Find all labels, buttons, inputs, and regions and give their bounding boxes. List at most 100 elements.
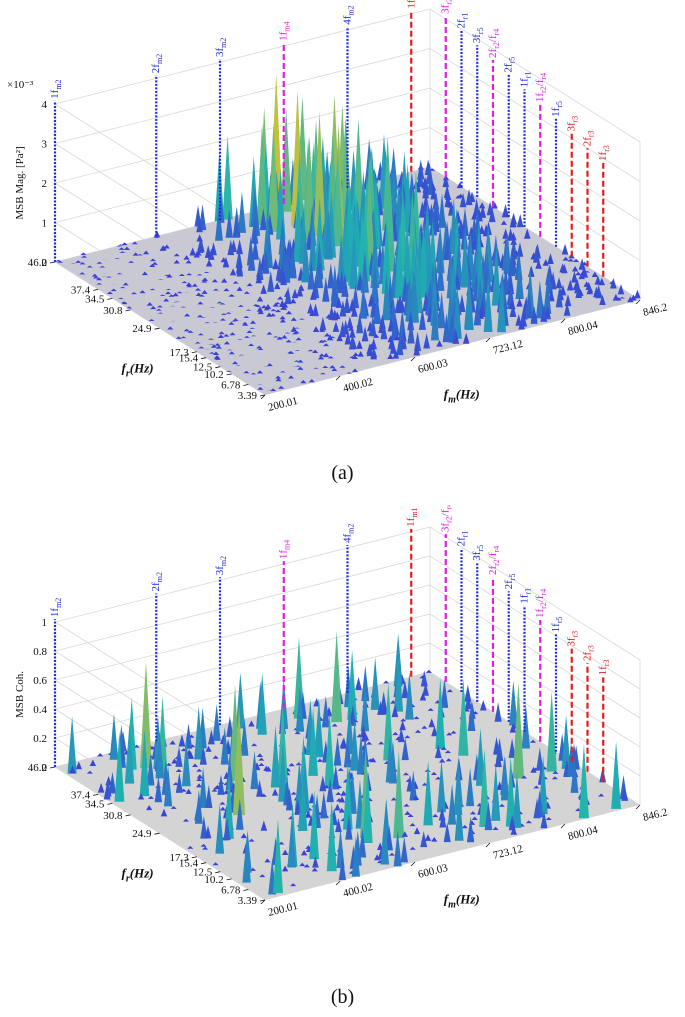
surface-spike xyxy=(246,330,253,333)
surface-spike xyxy=(155,308,162,311)
surface-spike xyxy=(200,317,207,318)
surface-spike xyxy=(561,243,569,255)
surface-spike xyxy=(164,291,172,295)
marker-label: 2fr2/fr4 xyxy=(487,29,501,58)
z-exponent-label: ×10⁻³ xyxy=(7,79,34,91)
surface-spike xyxy=(259,208,267,231)
surface-spike xyxy=(610,277,617,289)
surface-spike xyxy=(421,725,428,729)
surface-spike xyxy=(305,810,312,818)
marker-label: 1fm4 xyxy=(278,540,292,559)
marker-label: 1fr3 xyxy=(597,145,611,161)
surface-spike xyxy=(436,340,443,347)
surface-spike xyxy=(505,756,516,827)
y-tick-mark xyxy=(226,373,232,376)
y-axis-label: fr(Hz) xyxy=(122,865,154,884)
surface-spike xyxy=(378,741,385,745)
surface-spike xyxy=(250,216,259,244)
surface-spike xyxy=(213,355,221,359)
surface-spike xyxy=(312,367,320,369)
surface-spike xyxy=(346,372,353,374)
surface-spike xyxy=(543,276,552,315)
surface-spike xyxy=(351,368,359,373)
surface-spike xyxy=(491,244,501,306)
surface-spike xyxy=(242,836,251,883)
x-tick-label: 200.01 xyxy=(267,900,299,919)
surface-spike xyxy=(409,770,418,801)
surface-spike xyxy=(506,265,514,292)
x-tick-mark xyxy=(410,356,416,362)
surface-spike xyxy=(242,325,249,326)
x-axis-label: fm(Hz) xyxy=(444,891,480,910)
surface-spike xyxy=(321,695,330,728)
surface-spike xyxy=(89,759,97,767)
y-tick-label: 6.78 xyxy=(221,884,241,896)
msb-coherence-3d-plot: 0 0.2 0.4 0.6 0.8 1 MSB Coh. 200.01 400.02 600.03… xyxy=(14,505,669,919)
surface-spike xyxy=(178,273,185,276)
surface-spike xyxy=(398,309,407,339)
surface-spike xyxy=(452,328,460,344)
surface-spike xyxy=(297,359,304,363)
surface-spike xyxy=(215,204,223,241)
surface-spike xyxy=(196,778,203,782)
surface-spike xyxy=(335,296,343,308)
surface-spike xyxy=(346,316,354,329)
surface-spike xyxy=(572,265,579,272)
marker-label: 1fm1 xyxy=(405,507,419,526)
surface-spike xyxy=(262,250,270,274)
surface-spike xyxy=(366,345,374,357)
surface-spike xyxy=(594,275,602,285)
surface-spike xyxy=(471,816,478,821)
surface-spike xyxy=(546,691,557,772)
marker-label: 1fr2/fr4 xyxy=(534,589,548,618)
z-axis: 0 1 2 3 4 MSB Mag. [Pa²] ×10⁻³ xyxy=(7,79,48,269)
x-tick-mark xyxy=(335,880,341,886)
surface-spike xyxy=(186,273,193,276)
surface-spike xyxy=(149,263,156,267)
surface-spike xyxy=(335,818,342,833)
surface-spike xyxy=(159,294,166,296)
x-tick-label: 846.2 xyxy=(642,806,669,824)
surface-spike xyxy=(361,665,370,702)
surface-spike xyxy=(276,336,283,340)
surface-spike xyxy=(293,637,305,719)
surface-spike xyxy=(146,302,153,306)
surface-spike xyxy=(230,321,237,322)
surface-spike xyxy=(307,349,314,352)
surface-spike xyxy=(491,763,501,821)
surface-spike xyxy=(150,305,157,310)
surface-spike xyxy=(516,298,523,307)
surface-spike xyxy=(223,341,231,345)
surface-spike xyxy=(75,260,82,263)
surface-spike xyxy=(417,159,425,180)
y-tick-mark xyxy=(107,802,113,805)
surface-spike xyxy=(387,317,395,332)
surface-spike xyxy=(480,699,487,711)
surface-spike xyxy=(176,291,183,294)
surface-spike xyxy=(351,304,358,317)
y-tick-label: 34.5 xyxy=(85,293,105,305)
x-tick-label: 846.2 xyxy=(642,301,669,319)
surface-spike xyxy=(191,763,199,767)
surface-spike xyxy=(121,242,128,246)
z-gridline xyxy=(54,8,641,238)
surface-spike xyxy=(266,363,273,367)
surface-spike xyxy=(172,292,179,297)
surface-spike xyxy=(309,789,320,860)
surface-spike xyxy=(333,736,342,766)
surface-spike xyxy=(599,766,607,783)
surface-spike xyxy=(444,750,451,754)
surface-spike xyxy=(287,819,297,868)
surface-spike xyxy=(184,313,191,317)
surface-spike xyxy=(438,193,446,228)
y-tick-label: 17.3 xyxy=(170,852,190,864)
surface-spike xyxy=(209,307,216,308)
surface-spike xyxy=(403,803,410,807)
surface-spike xyxy=(290,883,297,887)
surface-spike xyxy=(591,271,598,278)
surface-spike xyxy=(282,249,291,283)
surface-spike xyxy=(75,761,83,770)
surface-spike xyxy=(189,247,196,256)
surface-spike xyxy=(423,333,431,349)
z-tick-label: 0.4 xyxy=(33,704,47,716)
